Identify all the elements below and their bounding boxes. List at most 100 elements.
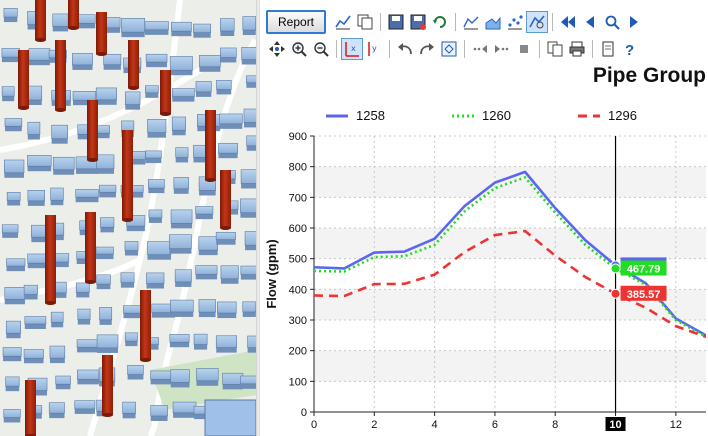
building bbox=[2, 347, 22, 362]
marker-add-icon: y bbox=[368, 42, 377, 56]
building bbox=[96, 154, 115, 174]
marker-add-button[interactable]: y bbox=[364, 39, 384, 59]
find-button[interactable] bbox=[602, 12, 622, 32]
marker-button[interactable]: x bbox=[341, 38, 363, 60]
toolbar-separator bbox=[464, 40, 465, 58]
y-tick-label: 800 bbox=[289, 162, 307, 174]
building bbox=[222, 372, 244, 390]
map-canvas[interactable] bbox=[0, 0, 256, 436]
building bbox=[74, 400, 96, 414]
pipe-column bbox=[140, 290, 151, 362]
save-button[interactable] bbox=[386, 12, 406, 32]
marker-flag bbox=[620, 285, 667, 301]
building bbox=[243, 108, 256, 128]
building bbox=[4, 159, 25, 178]
line-graph-button[interactable] bbox=[461, 12, 481, 32]
building bbox=[27, 190, 46, 206]
pipe-column bbox=[205, 110, 216, 182]
toolbar-separator bbox=[389, 40, 390, 58]
splitter[interactable] bbox=[256, 0, 260, 436]
building bbox=[28, 48, 51, 66]
svg-text:x: x bbox=[351, 44, 356, 53]
building bbox=[103, 53, 122, 70]
y-tick-label: 900 bbox=[289, 131, 307, 143]
building bbox=[220, 265, 239, 284]
building bbox=[55, 375, 71, 390]
refresh-icon bbox=[433, 16, 446, 28]
zoom-in-button[interactable] bbox=[289, 39, 309, 59]
building bbox=[145, 150, 162, 164]
building bbox=[3, 8, 18, 23]
building bbox=[75, 189, 99, 203]
graph-button[interactable] bbox=[333, 12, 353, 32]
page-icon bbox=[602, 41, 614, 57]
building bbox=[77, 369, 100, 385]
building bbox=[52, 156, 75, 175]
toolbar-separator bbox=[336, 40, 337, 58]
legend-label: 1260 bbox=[482, 108, 511, 123]
building bbox=[145, 85, 159, 98]
toolbar-separator bbox=[380, 13, 382, 31]
map-buildings bbox=[1, 8, 256, 436]
pan-button[interactable] bbox=[267, 39, 287, 59]
cursor-marker: 467.79 bbox=[610, 260, 667, 276]
building bbox=[241, 47, 256, 65]
prev-point-icon bbox=[473, 45, 487, 53]
marker-flag bbox=[620, 260, 667, 276]
zoom-out-button[interactable] bbox=[311, 39, 331, 59]
cursor-marker: 385.57 bbox=[610, 285, 667, 301]
building bbox=[195, 206, 214, 220]
flow-chart[interactable]: 1258 1260 1296 010020030040050060070080090… bbox=[260, 96, 708, 436]
undo-button[interactable] bbox=[395, 39, 415, 59]
step-back-button[interactable] bbox=[580, 12, 600, 32]
building bbox=[171, 116, 186, 136]
copy-graph-button[interactable] bbox=[355, 12, 375, 32]
prev-point-button[interactable] bbox=[470, 39, 490, 59]
building bbox=[27, 155, 52, 172]
series-line-1296[interactable] bbox=[314, 229, 706, 339]
scatter-graph-button[interactable] bbox=[505, 12, 525, 32]
building bbox=[150, 405, 168, 421]
pipe-column bbox=[85, 212, 96, 284]
print-button[interactable] bbox=[567, 39, 587, 59]
marker-value: 385.57 bbox=[627, 289, 661, 301]
series-line-1260[interactable] bbox=[314, 176, 706, 339]
building bbox=[169, 334, 190, 348]
building bbox=[147, 119, 167, 138]
building bbox=[215, 231, 236, 245]
building bbox=[120, 272, 135, 288]
next-point-button[interactable] bbox=[492, 39, 512, 59]
series-line-1258[interactable] bbox=[314, 170, 706, 337]
building bbox=[195, 81, 212, 97]
step-back-icon bbox=[586, 16, 595, 28]
building bbox=[169, 56, 193, 76]
building bbox=[1, 224, 19, 238]
play-button[interactable] bbox=[624, 12, 644, 32]
building bbox=[1, 86, 15, 102]
building bbox=[193, 23, 212, 38]
building bbox=[242, 301, 256, 317]
copy-button[interactable] bbox=[545, 39, 565, 59]
report-button[interactable]: Report bbox=[266, 10, 327, 34]
building bbox=[147, 179, 165, 194]
area-graph-button[interactable] bbox=[483, 12, 503, 32]
profile-graph-button[interactable] bbox=[526, 11, 549, 33]
graph-icon bbox=[335, 15, 351, 30]
fit-button[interactable] bbox=[439, 39, 459, 59]
building bbox=[240, 198, 256, 218]
refresh-button[interactable] bbox=[430, 12, 450, 32]
building bbox=[6, 258, 26, 272]
chart-cursor[interactable]: 10 bbox=[605, 136, 626, 431]
pipe-column bbox=[220, 170, 231, 230]
stop-button[interactable] bbox=[514, 39, 534, 59]
stop-icon bbox=[520, 45, 528, 53]
help-button[interactable]: ? bbox=[620, 39, 640, 59]
save-icon bbox=[388, 14, 404, 30]
redo-button[interactable] bbox=[417, 39, 437, 59]
print-icon bbox=[569, 41, 585, 57]
rewind-button[interactable] bbox=[558, 12, 578, 32]
page-button[interactable] bbox=[598, 39, 618, 59]
y-tick-label: 100 bbox=[289, 376, 307, 388]
network-map-view[interactable] bbox=[0, 0, 256, 436]
save-as-button[interactable] bbox=[408, 12, 428, 32]
